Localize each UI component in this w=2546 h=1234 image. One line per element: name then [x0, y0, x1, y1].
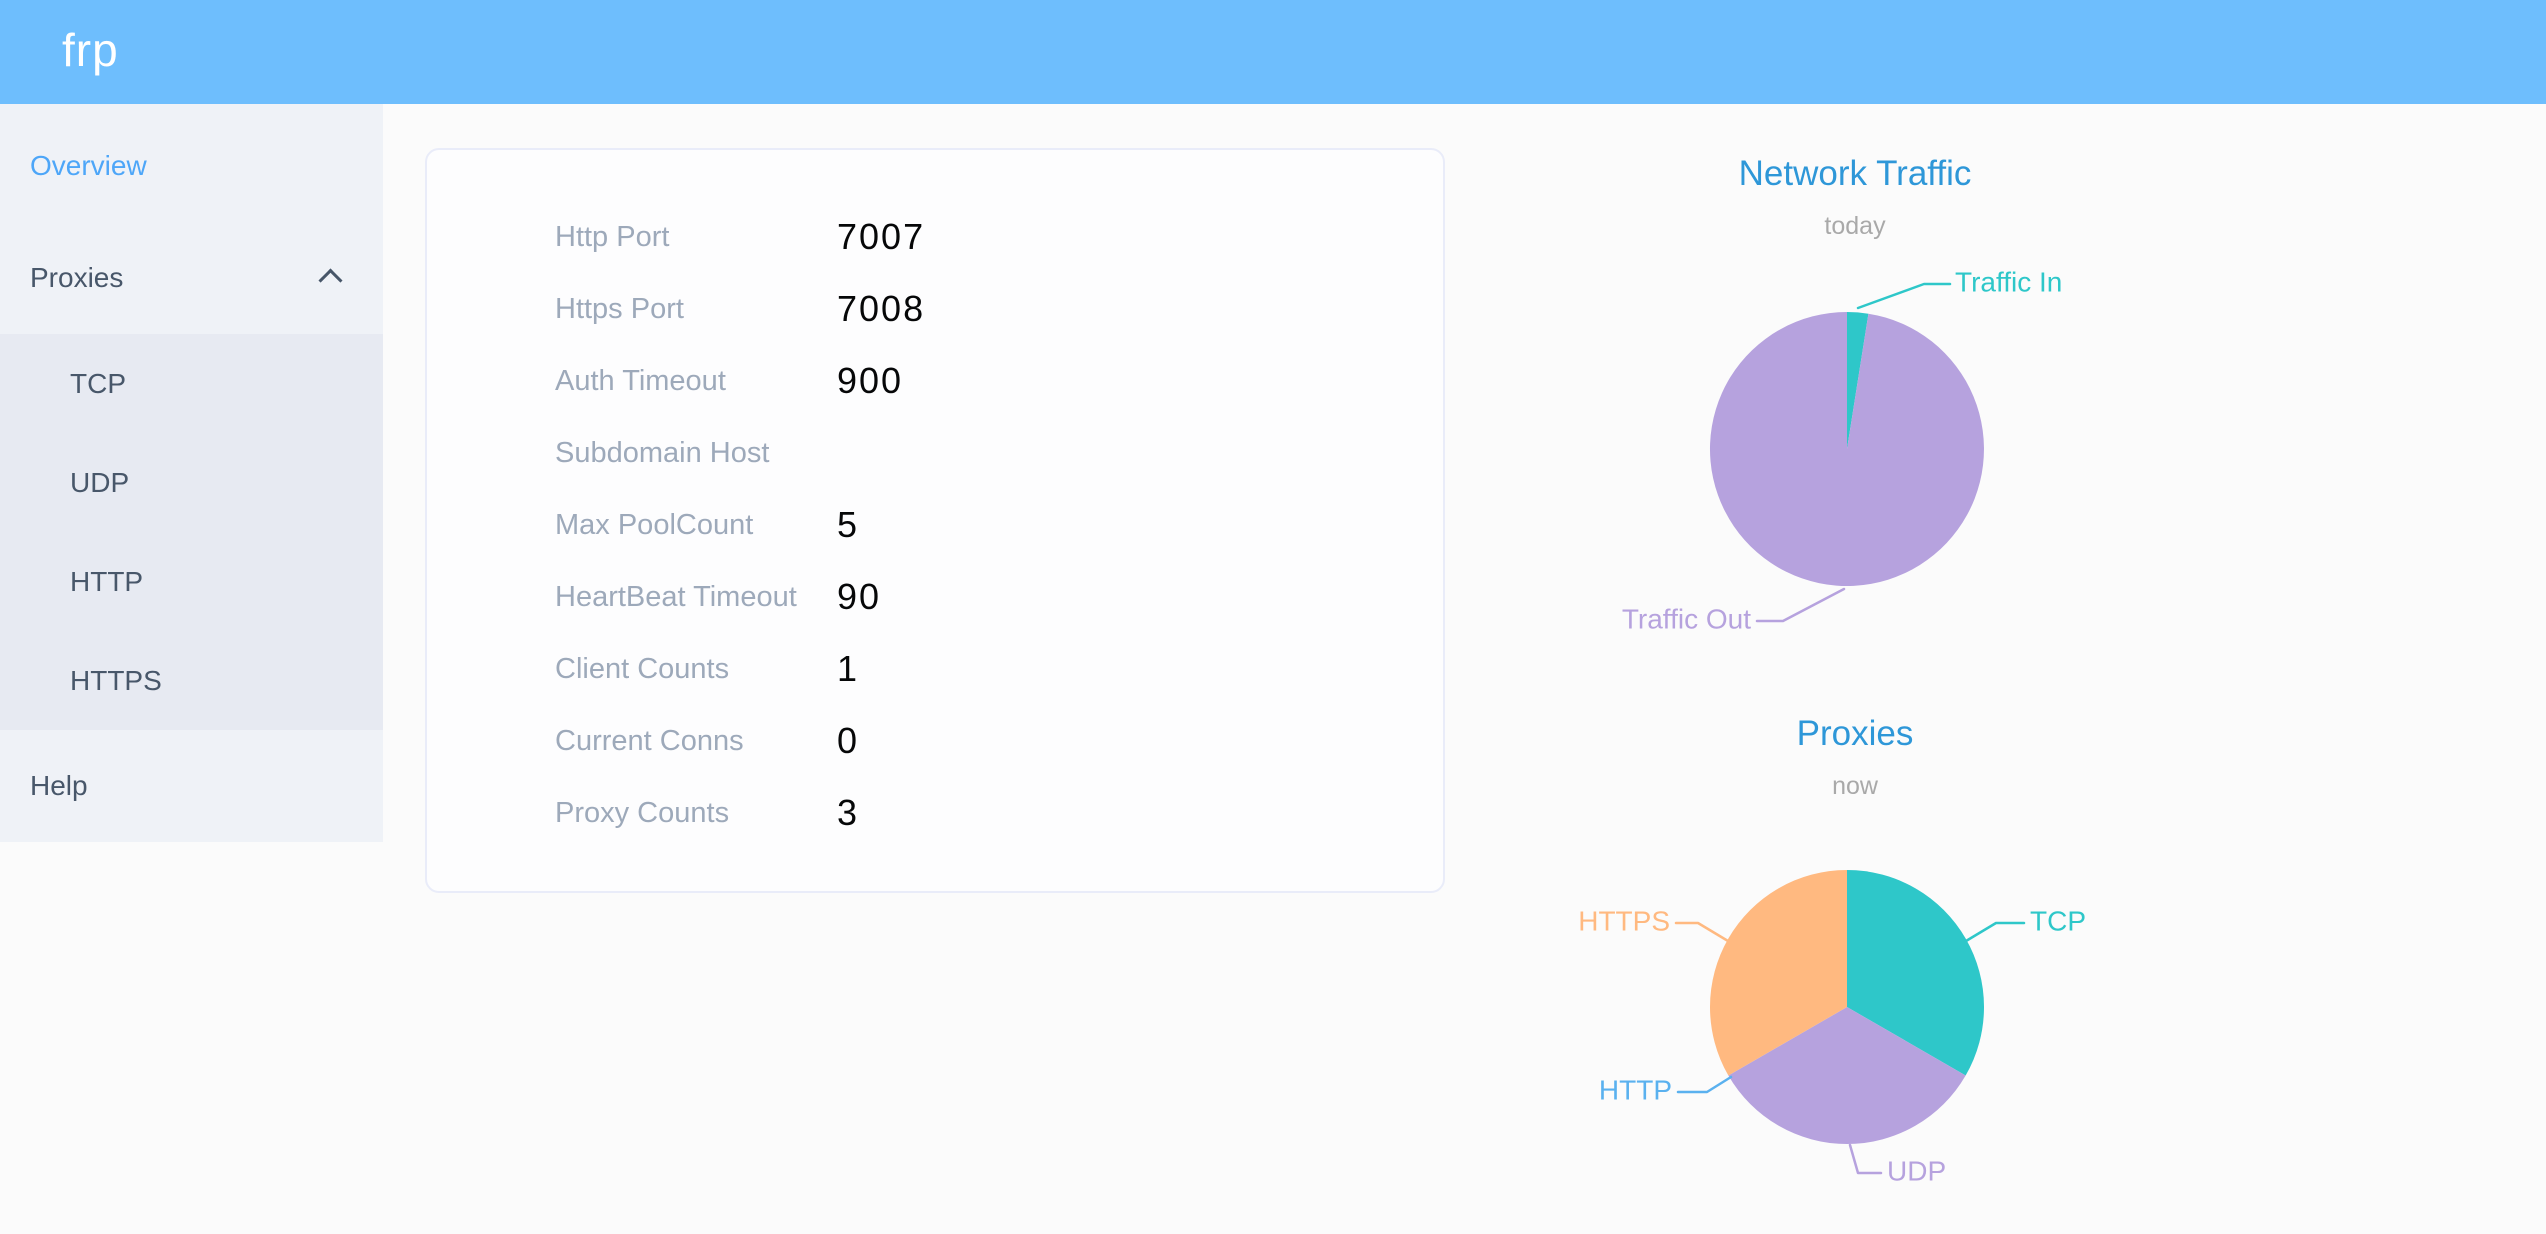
info-value: 7007 — [837, 216, 926, 257]
info-value: 90 — [837, 576, 882, 617]
info-label: Http Port — [555, 220, 670, 253]
sidebar-item-label: Proxies — [30, 262, 124, 293]
pie-label-line-http — [1676, 1075, 1733, 1094]
info-row-http-port: Http Port 7007 — [555, 201, 1443, 273]
sidebar-item-http[interactable]: HTTP — [0, 532, 383, 631]
info-label: Subdomain Host — [555, 436, 770, 469]
chart-title: Proxies — [1796, 714, 1914, 753]
sidebar-item-https[interactable]: HTTPS — [0, 631, 383, 730]
proxies-pie: TCP UDP HTTP HTTPS — [1578, 870, 2086, 1186]
network-traffic-pie: Traffic In Traffic Out — [1622, 266, 2063, 634]
pie-slice-tcp[interactable] — [1847, 870, 1985, 1076]
sidebar-item-label: HTTPS — [70, 664, 162, 696]
pie-slice-udp[interactable] — [1728, 1007, 1966, 1145]
pie-label-line-https — [1674, 921, 1730, 943]
sidebar-item-label: HTTP — [70, 565, 144, 597]
sidebar-item-proxies[interactable]: Proxies — [0, 222, 383, 334]
info-value: 0 — [837, 720, 860, 761]
info-row-proxy-counts: Proxy Counts 3 — [555, 777, 1443, 849]
chart-title: Network Traffic — [1738, 154, 1972, 193]
info-row-auth-timeout: Auth Timeout 900 — [555, 345, 1443, 417]
proxies-chart: TCP UDP HTTP HTTPS Proxies now — [1545, 700, 2165, 1234]
server-info-card: Http Port 7007 Https Port 7008 Auth Time… — [425, 148, 1445, 893]
info-value: 5 — [837, 504, 860, 545]
info-row-current-conns: Current Conns 0 — [555, 705, 1443, 777]
network-traffic-chart: Traffic In Traffic Out Network Traffic to… — [1545, 140, 2165, 660]
sidebar: Overview Proxies TCP UDP HTTP HTTPS Help — [0, 104, 383, 842]
sidebar-item-label: Help — [30, 770, 88, 801]
pie-label-line-tcp — [1964, 921, 2026, 943]
sidebar-item-label: Overview — [30, 150, 147, 181]
sidebar-item-overview[interactable]: Overview — [0, 110, 383, 222]
pie-label-udp: UDP — [1887, 1155, 1946, 1186]
sidebar-item-tcp[interactable]: TCP — [0, 334, 383, 433]
pie-slice-https[interactable] — [1709, 870, 1847, 1076]
pie-label-traffic-out: Traffic Out — [1622, 603, 1751, 634]
pie-label-line-traffic-in — [1856, 282, 1952, 310]
info-label: Https Port — [555, 292, 684, 325]
chart-subtitle: today — [1824, 212, 1886, 240]
pie-label-traffic-in: Traffic In — [1955, 266, 2062, 297]
info-value: 900 — [837, 360, 904, 401]
pie-label-line-udp — [1848, 1143, 1883, 1175]
info-label: Max PoolCount — [555, 508, 754, 541]
sidebar-item-label: TCP — [70, 367, 126, 399]
info-value: 1 — [837, 648, 860, 689]
chevron-up-icon — [318, 268, 343, 293]
proxies-submenu: TCP UDP HTTP HTTPS — [0, 334, 383, 730]
chart-subtitle: now — [1832, 772, 1878, 800]
pie-label-line-traffic-out — [1755, 587, 1846, 623]
info-label: Proxy Counts — [555, 796, 730, 829]
info-row-subdomain-host: Subdomain Host — [555, 417, 1443, 489]
info-label: Current Conns — [555, 724, 744, 757]
pie-label-tcp: TCP — [2030, 905, 2086, 936]
info-value: 3 — [837, 792, 860, 833]
pie-slice-traffic-out[interactable] — [1709, 312, 1984, 586]
info-row-heartbeat-timeout: HeartBeat Timeout 90 — [555, 561, 1443, 633]
info-value: 7008 — [837, 288, 926, 329]
pie-label-https: HTTPS — [1578, 905, 1670, 936]
app-header: frp — [0, 0, 2546, 104]
info-label: Auth Timeout — [555, 364, 726, 397]
pie-label-http: HTTP — [1599, 1074, 1672, 1105]
info-row-client-counts: Client Counts 1 — [555, 633, 1443, 705]
info-label: Client Counts — [555, 652, 730, 685]
info-row-max-poolcount: Max PoolCount 5 — [555, 489, 1443, 561]
sidebar-item-udp[interactable]: UDP — [0, 433, 383, 532]
pie-slice-traffic-in[interactable] — [1847, 312, 1869, 449]
sidebar-item-help[interactable]: Help — [0, 730, 383, 842]
app-logo: frp — [62, 24, 119, 76]
sidebar-item-label: UDP — [70, 466, 130, 498]
info-label: HeartBeat Timeout — [555, 580, 797, 613]
info-row-https-port: Https Port 7008 — [555, 273, 1443, 345]
